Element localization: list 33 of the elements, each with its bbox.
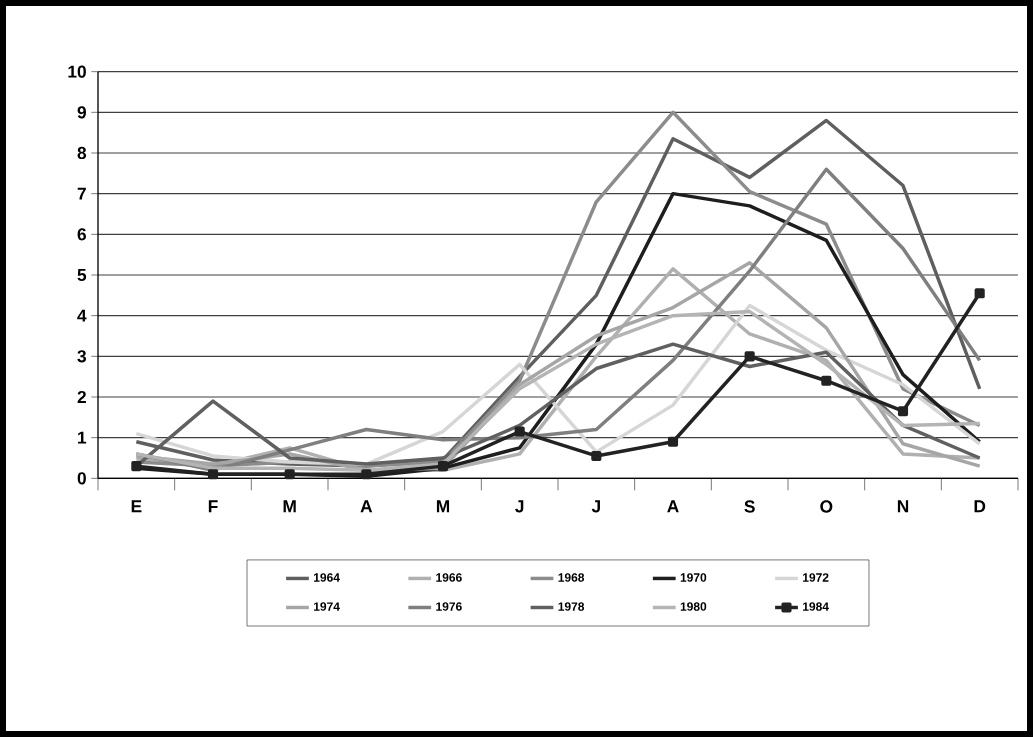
legend-label: 1980 [680, 602, 707, 611]
y-tick-label: 6 [77, 228, 86, 241]
legend-label: 1970 [680, 573, 707, 582]
y-tick-label: 10 [68, 65, 86, 78]
x-tick-label: J [591, 500, 600, 513]
legend-label: 1964 [314, 573, 340, 582]
y-tick-label: 4 [77, 309, 87, 322]
y-tick-label: 2 [77, 390, 86, 404]
legend-label: 1984 [803, 602, 829, 611]
y-tick-label: 0 [77, 472, 86, 485]
x-tick-label: E [131, 500, 142, 513]
legend-label: 1972 [803, 573, 829, 582]
y-tick-label: 5 [77, 268, 87, 282]
x-tick-label: A [667, 500, 679, 513]
x-tick-label: O [820, 500, 833, 513]
x-tick-label: A [360, 500, 373, 513]
x-tick-label: M [436, 500, 450, 513]
legend-label: 1976 [436, 602, 462, 611]
y-tick-label: 1 [78, 431, 87, 444]
x-tick-label: D [974, 500, 986, 513]
x-tick-label: F [208, 500, 218, 513]
y-tick-label: 8 [77, 146, 87, 160]
legend-label: 1966 [436, 573, 462, 582]
legend-label: 1968 [558, 573, 585, 582]
x-tick-label: S [744, 500, 755, 513]
legend-label: 1978 [558, 602, 585, 611]
x-tick-label: N [897, 500, 909, 513]
y-tick-label: 9 [77, 106, 86, 119]
y-tick-label: 7 [77, 187, 86, 200]
y-tick-label: 3 [77, 350, 86, 363]
x-tick-label: M [283, 500, 296, 513]
x-tick-label: J [515, 500, 524, 513]
legend-label: 1974 [314, 602, 340, 611]
